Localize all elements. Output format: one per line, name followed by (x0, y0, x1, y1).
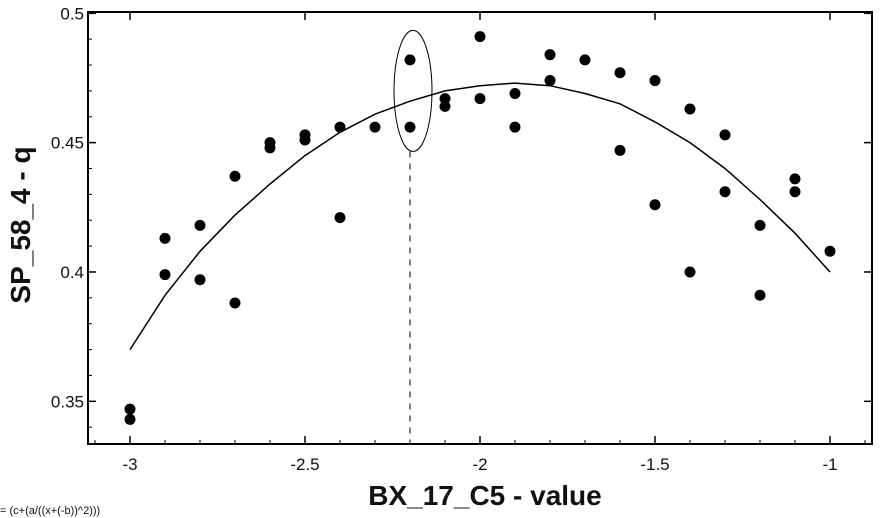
fit-curve-line (129, 82, 831, 351)
data-point (789, 173, 801, 185)
scatter-points (124, 31, 836, 425)
data-point (194, 274, 206, 286)
axes (87, 11, 873, 445)
data-point (474, 31, 486, 43)
data-point (649, 75, 661, 87)
data-point (754, 289, 766, 301)
data-point (159, 232, 171, 244)
data-point (509, 121, 521, 133)
data-point (684, 103, 696, 115)
formula-text: = (c+(a/((x+(-b))^2))) (0, 505, 100, 517)
plot-frame (87, 11, 873, 445)
data-point (614, 144, 626, 156)
data-point (719, 129, 731, 141)
data-point (369, 121, 381, 133)
data-point (579, 54, 591, 66)
y-tick-label: 0.5 (60, 4, 84, 23)
x-tick-label: -2 (472, 455, 487, 474)
annotation (393, 29, 433, 444)
y-tick-label: 0.45 (51, 134, 84, 153)
data-point (124, 403, 136, 415)
data-point (334, 212, 346, 224)
fit-curve-group (129, 82, 831, 351)
x-tick-label: -1 (822, 455, 837, 474)
data-point (229, 170, 241, 182)
data-point (474, 93, 486, 105)
y-axis-title: SP_58_4 - q (5, 146, 36, 303)
data-point (334, 121, 346, 133)
highlight-ellipse (393, 29, 433, 152)
ticks: -3 -2.5 -2 -1.5 -1 0.35 0.4 0.45 0.5 (51, 4, 872, 474)
data-point (299, 134, 311, 146)
data-point (439, 93, 451, 105)
data-point (754, 219, 766, 231)
data-point (404, 121, 416, 133)
data-point (544, 75, 556, 87)
data-point (649, 199, 661, 211)
x-tick-label: -1.5 (640, 455, 669, 474)
axis-labels: BX_17_C5 - value SP_58_4 - q = (c+(a/((x… (0, 146, 602, 517)
y-tick-label: 0.35 (51, 392, 84, 411)
data-point (124, 413, 136, 425)
x-tick-label: -2.5 (290, 455, 319, 474)
data-point (509, 87, 521, 99)
x-tick-label: -3 (122, 455, 137, 474)
data-point (719, 186, 731, 198)
data-point (789, 186, 801, 198)
data-point (439, 100, 451, 112)
data-point (194, 219, 206, 231)
data-point (614, 67, 626, 79)
x-axis-title: BX_17_C5 - value (368, 480, 601, 511)
data-point (684, 266, 696, 278)
data-point (404, 54, 416, 66)
y-tick-label: 0.4 (60, 263, 84, 282)
data-point (264, 142, 276, 154)
data-point (229, 297, 241, 309)
data-point (159, 269, 171, 281)
data-point (544, 49, 556, 61)
data-point (824, 245, 836, 257)
